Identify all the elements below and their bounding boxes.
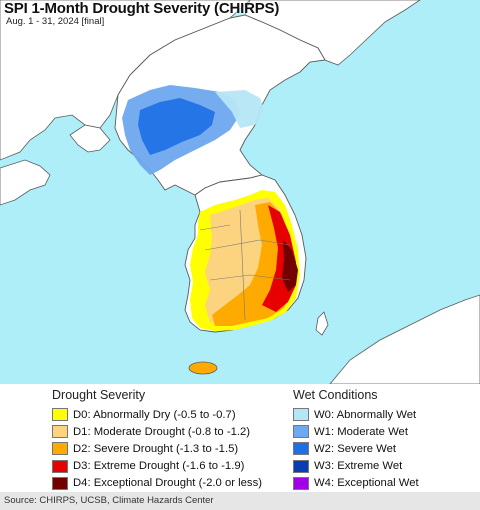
wet-region-w0 (215, 90, 265, 128)
legend-label-w0: W0: Abnormally Wet (314, 408, 417, 421)
legend-item-w3: W3: Extreme Wet (293, 458, 419, 475)
drought-d4 (282, 240, 298, 292)
legend-swatch-w4 (293, 476, 309, 490)
legend-swatch-w0 (293, 408, 309, 422)
legend-swatch-w1 (293, 425, 309, 439)
legend-item-d0: D0: Abnormally Dry (-0.5 to -0.7) (52, 406, 262, 423)
map-subtitle: Aug. 1 - 31, 2024 [final] (6, 16, 105, 27)
drought-map: SPI 1-Month Drought Severity (CHIRPS) Au… (0, 0, 480, 384)
legend-label-w2: W2: Severe Wet (314, 442, 397, 455)
wet-region-w2 (138, 98, 215, 155)
shandong-peninsula (0, 159, 51, 206)
legend-swatch-w3 (293, 459, 309, 473)
legend-label-d1: D1: Moderate Drought (-0.8 to -1.2) (73, 425, 251, 438)
legend-item-d3: D3: Extreme Drought (-1.6 to -1.9) (52, 458, 262, 475)
legend-swatch-d0 (52, 408, 68, 422)
legend-item-w4: W4: Exceptional Wet (293, 475, 419, 492)
jeju-island (188, 361, 218, 375)
legend-label-d0: D0: Abnormally Dry (-0.5 to -0.7) (73, 408, 236, 421)
legend-item-d4: D4: Exceptional Drought (-2.0 or less) (52, 475, 262, 492)
map-title: SPI 1-Month Drought Severity (CHIRPS) (4, 0, 280, 17)
legend-label-d2: D2: Severe Drought (-1.3 to -1.5) (73, 442, 239, 455)
province-boundaries (199, 209, 291, 321)
legend-label-w3: W3: Extreme Wet (314, 460, 403, 473)
legend-item-w2: W2: Severe Wet (293, 440, 419, 457)
legend-label-w4: W4: Exceptional Wet (314, 477, 419, 490)
liaodong-peninsula (69, 124, 111, 153)
drought-legend: Drought Severity D0: Abnormally Dry (-0.… (52, 388, 262, 492)
drought-legend-heading: Drought Severity (52, 388, 146, 402)
legend-swatch-d1 (52, 425, 68, 439)
legend-swatch-w2 (293, 442, 309, 456)
japan-landmass (329, 294, 480, 384)
wet-legend-heading: Wet Conditions (293, 388, 378, 402)
legend-item-w1: W1: Moderate Wet (293, 423, 419, 440)
legend-swatch-d3 (52, 459, 68, 473)
legend-item-w0: W0: Abnormally Wet (293, 406, 419, 423)
source-credit: Source: CHIRPS, UCSB, Climate Hazards Ce… (0, 492, 480, 510)
legend: Drought Severity D0: Abnormally Dry (-0.… (0, 384, 480, 492)
legend-label-d4: D4: Exceptional Drought (-2.0 or less) (73, 477, 262, 490)
tsushima-island (315, 311, 329, 336)
legend-swatch-d2 (52, 442, 68, 456)
legend-swatch-d4 (52, 476, 68, 490)
wet-legend: Wet Conditions W0: Abnormally Wet W1: Mo… (293, 388, 419, 492)
map-canvas (0, 0, 480, 384)
legend-item-d2: D2: Severe Drought (-1.3 to -1.5) (52, 440, 262, 457)
legend-label-w1: W1: Moderate Wet (314, 425, 408, 438)
legend-item-d1: D1: Moderate Drought (-0.8 to -1.2) (52, 423, 262, 440)
legend-label-d3: D3: Extreme Drought (-1.6 to -1.9) (73, 460, 245, 473)
